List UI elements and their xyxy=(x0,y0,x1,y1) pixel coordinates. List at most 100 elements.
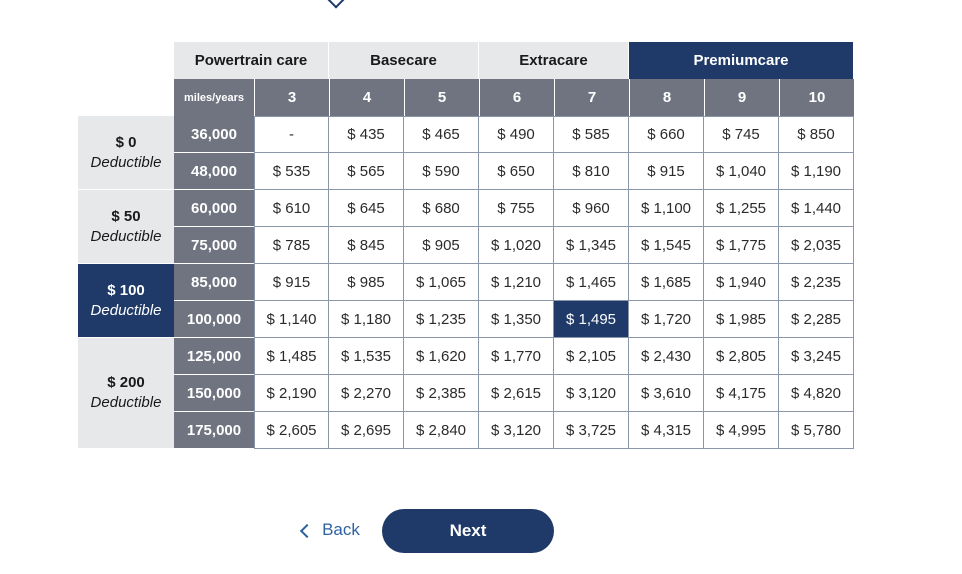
chevron-left-icon xyxy=(300,523,315,538)
price-cell[interactable]: $ 2,840 xyxy=(404,412,479,449)
deductible-option[interactable]: $ 100 Deductible xyxy=(78,264,174,338)
price-cell[interactable]: $ 810 xyxy=(554,153,629,190)
year-header: 9 xyxy=(704,79,779,116)
year-header: 10 xyxy=(779,79,854,116)
price-cell[interactable]: $ 960 xyxy=(554,190,629,227)
year-header: 7 xyxy=(554,79,629,116)
price-cell[interactable]: $ 650 xyxy=(479,153,554,190)
price-cell[interactable]: $ 610 xyxy=(254,190,329,227)
miles-years-header: miles/years xyxy=(174,79,254,116)
deductible-label: Deductible xyxy=(90,153,162,171)
mileage-label: 48,000 xyxy=(174,153,254,190)
next-button[interactable]: Next xyxy=(382,509,554,553)
price-cell[interactable]: $ 585 xyxy=(554,116,629,153)
back-label: Back xyxy=(322,520,360,539)
price-cell[interactable]: $ 1,235 xyxy=(404,301,479,338)
mileage-label: 125,000 xyxy=(174,338,254,375)
price-cell[interactable]: $ 5,780 xyxy=(779,412,854,449)
price-cell[interactable]: $ 1,440 xyxy=(779,190,854,227)
price-cell[interactable]: $ 3,120 xyxy=(554,375,629,412)
price-cell-selected[interactable]: $ 1,495 xyxy=(554,301,629,338)
price-cell[interactable]: $ 1,040 xyxy=(704,153,779,190)
price-cell[interactable]: $ 1,620 xyxy=(404,338,479,375)
price-cell[interactable]: $ 3,245 xyxy=(779,338,854,375)
deductible-amount: $ 0 xyxy=(115,133,137,151)
price-cell[interactable]: $ 2,695 xyxy=(329,412,404,449)
price-cell[interactable]: $ 1,485 xyxy=(254,338,329,375)
mileage-label: 175,000 xyxy=(174,412,254,449)
price-cell[interactable]: $ 2,615 xyxy=(479,375,554,412)
price-cell[interactable]: $ 915 xyxy=(254,264,329,301)
price-cell[interactable]: $ 785 xyxy=(254,227,329,264)
price-cell[interactable]: $ 1,775 xyxy=(704,227,779,264)
price-cell[interactable]: $ 1,100 xyxy=(629,190,704,227)
price-cell[interactable]: $ 2,235 xyxy=(779,264,854,301)
price-cell[interactable]: $ 535 xyxy=(254,153,329,190)
price-cell[interactable]: $ 1,685 xyxy=(629,264,704,301)
mileage-label: 100,000 xyxy=(174,301,254,338)
price-cell[interactable]: $ 565 xyxy=(329,153,404,190)
year-header: 5 xyxy=(404,79,479,116)
price-cell[interactable]: $ 1,210 xyxy=(479,264,554,301)
price-cell[interactable]: $ 1,350 xyxy=(479,301,554,338)
price-cell[interactable]: $ 465 xyxy=(404,116,479,153)
price-cell[interactable]: $ 915 xyxy=(629,153,704,190)
price-cell[interactable]: $ 435 xyxy=(329,116,404,153)
mileage-label: 60,000 xyxy=(174,190,254,227)
mileage-label: 85,000 xyxy=(174,264,254,301)
price-cell[interactable]: $ 680 xyxy=(404,190,479,227)
price-cell[interactable]: $ 2,285 xyxy=(779,301,854,338)
price-cell[interactable]: $ 4,995 xyxy=(704,412,779,449)
price-cell[interactable]: $ 1,535 xyxy=(329,338,404,375)
price-cell[interactable]: $ 2,385 xyxy=(404,375,479,412)
price-cell[interactable]: $ 4,820 xyxy=(779,375,854,412)
price-cell[interactable]: $ 1,345 xyxy=(554,227,629,264)
price-cell[interactable]: $ 3,610 xyxy=(629,375,704,412)
price-cell[interactable]: - xyxy=(254,116,329,153)
price-cell[interactable]: $ 2,190 xyxy=(254,375,329,412)
plan-header-basecare: Basecare xyxy=(329,42,479,79)
price-cell[interactable]: $ 3,120 xyxy=(479,412,554,449)
price-cell[interactable]: $ 2,270 xyxy=(329,375,404,412)
price-cell[interactable]: $ 1,255 xyxy=(704,190,779,227)
deductible-amount: $ 50 xyxy=(111,207,141,225)
price-cell[interactable]: $ 2,035 xyxy=(779,227,854,264)
top-caret-icon xyxy=(327,0,345,9)
deductible-option[interactable]: $ 0 Deductible xyxy=(78,116,174,190)
price-cell[interactable]: $ 1,545 xyxy=(629,227,704,264)
price-cell[interactable]: $ 2,805 xyxy=(704,338,779,375)
price-cell[interactable]: $ 4,315 xyxy=(629,412,704,449)
price-cell[interactable]: $ 490 xyxy=(479,116,554,153)
deductible-option[interactable]: $ 50 Deductible xyxy=(78,190,174,264)
price-cell[interactable]: $ 590 xyxy=(404,153,479,190)
price-cell[interactable]: $ 1,940 xyxy=(704,264,779,301)
price-cell[interactable]: $ 4,175 xyxy=(704,375,779,412)
plan-header-extracare: Extracare xyxy=(479,42,629,79)
price-cell[interactable]: $ 660 xyxy=(629,116,704,153)
price-cell[interactable]: $ 3,725 xyxy=(554,412,629,449)
price-cell[interactable]: $ 905 xyxy=(404,227,479,264)
price-cell[interactable]: $ 2,605 xyxy=(254,412,329,449)
price-cell[interactable]: $ 645 xyxy=(329,190,404,227)
back-button[interactable]: Back xyxy=(290,512,372,548)
price-cell[interactable]: $ 1,020 xyxy=(479,227,554,264)
price-cell[interactable]: $ 1,720 xyxy=(629,301,704,338)
price-cell[interactable]: $ 1,180 xyxy=(329,301,404,338)
year-header: 3 xyxy=(254,79,329,116)
price-cell[interactable]: $ 1,140 xyxy=(254,301,329,338)
plan-header-premiumcare: Premiumcare xyxy=(629,42,854,79)
price-cell[interactable]: $ 1,065 xyxy=(404,264,479,301)
deductible-amount: $ 200 xyxy=(107,374,145,391)
deductible-option[interactable]: $ 200 Deductible xyxy=(78,338,174,449)
price-cell[interactable]: $ 1,465 xyxy=(554,264,629,301)
price-cell[interactable]: $ 845 xyxy=(329,227,404,264)
price-cell[interactable]: $ 1,985 xyxy=(704,301,779,338)
price-cell[interactable]: $ 1,190 xyxy=(779,153,854,190)
price-cell[interactable]: $ 755 xyxy=(479,190,554,227)
price-cell[interactable]: $ 1,770 xyxy=(479,338,554,375)
price-cell[interactable]: $ 2,430 xyxy=(629,338,704,375)
price-cell[interactable]: $ 985 xyxy=(329,264,404,301)
price-cell[interactable]: $ 745 xyxy=(704,116,779,153)
price-cell[interactable]: $ 2,105 xyxy=(554,338,629,375)
price-cell[interactable]: $ 850 xyxy=(779,116,854,153)
